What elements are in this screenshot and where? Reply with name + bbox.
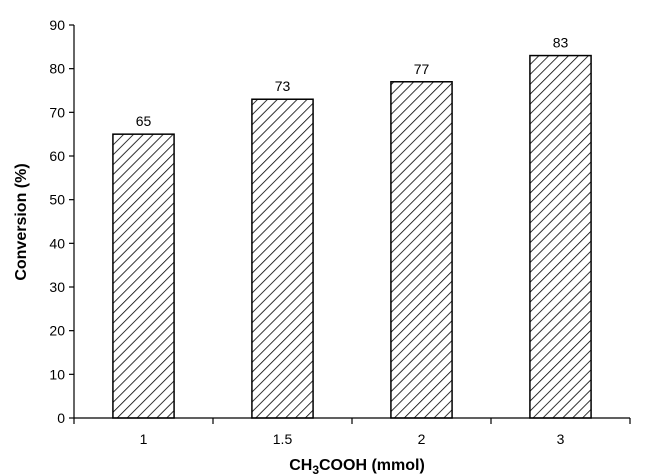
- bar-value-label: 83: [553, 35, 569, 51]
- bars: [112, 54, 592, 419]
- y-tick-label: 90: [49, 17, 65, 33]
- y-tick-label: 20: [49, 323, 65, 339]
- y-tick-label: 70: [49, 104, 65, 120]
- bar-1: [112, 133, 175, 419]
- bar-3: [529, 54, 592, 419]
- y-tick-label: 60: [49, 148, 65, 164]
- y-tick-label: 50: [49, 192, 65, 208]
- x-axis-title-main: CH: [289, 457, 312, 474]
- bar-value-label: 65: [136, 113, 152, 129]
- x-tick-label: 1.5: [273, 431, 293, 447]
- x-axis-title: CH3COOH (mmol): [289, 457, 425, 475]
- y-tick-label: 40: [49, 235, 65, 251]
- y-tick-label: 80: [49, 61, 65, 77]
- y-tick-label: 30: [49, 279, 65, 295]
- bar-value-label: 73: [275, 78, 291, 94]
- x-axis-title-subscript: 3: [312, 463, 319, 475]
- y-axis-title: Conversion (%): [13, 163, 30, 280]
- data-labels: 65 73 77 83: [136, 35, 569, 130]
- bar-1.5: [251, 98, 314, 419]
- y-axis: 0 10 20 30 40 50 60 70 80 90: [49, 17, 75, 426]
- y-tick-label: 10: [49, 366, 65, 382]
- x-axis-title-tail: COOH (mmol): [319, 457, 425, 474]
- x-tick-label: 1: [140, 431, 148, 447]
- x-axis: 1 1.5 2 3: [73, 417, 631, 447]
- bar-2: [390, 81, 453, 419]
- y-tick-label: 0: [57, 410, 65, 426]
- x-tick-label: 3: [557, 431, 565, 447]
- bar-value-label: 77: [414, 61, 430, 77]
- x-tick-label: 2: [418, 431, 426, 447]
